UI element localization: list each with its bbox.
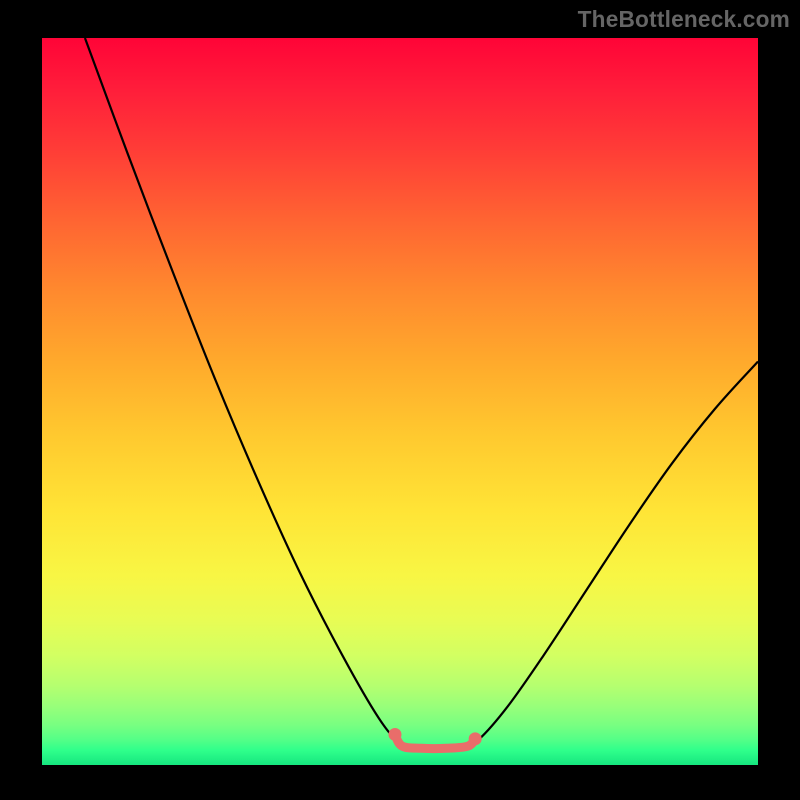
bottleneck-curve-chart — [0, 0, 800, 800]
watermark-text: TheBottleneck.com — [578, 6, 790, 33]
optimal-range-right-dot — [469, 732, 482, 745]
optimal-range-left-dot — [388, 728, 401, 741]
chart-container: TheBottleneck.com — [0, 0, 800, 800]
plot-background — [42, 38, 758, 765]
